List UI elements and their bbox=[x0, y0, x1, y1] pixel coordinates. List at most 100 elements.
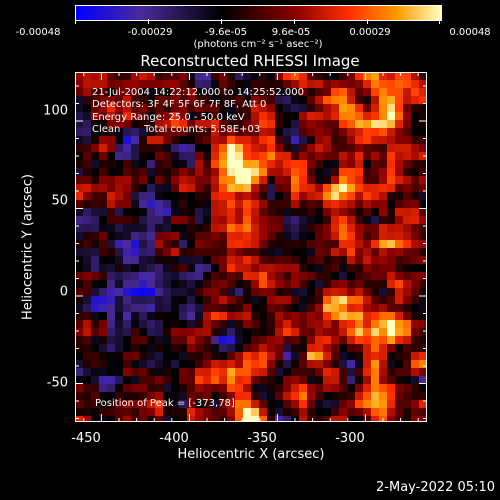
heatmap-cell bbox=[363, 224, 372, 233]
heatmap-cell bbox=[171, 224, 180, 233]
heatmap-cell bbox=[147, 336, 156, 345]
heatmap-cell bbox=[115, 160, 124, 169]
heatmap-cell bbox=[411, 208, 420, 217]
heatmap-cell bbox=[315, 256, 324, 265]
heatmap-cell bbox=[339, 256, 348, 265]
heatmap-cell bbox=[163, 176, 172, 185]
heatmap-cell bbox=[123, 224, 132, 233]
heatmap-cell bbox=[187, 96, 196, 105]
heatmap-cell bbox=[355, 352, 364, 361]
heatmap-cell bbox=[347, 328, 356, 337]
heatmap-cell bbox=[123, 112, 132, 121]
heatmap-cell bbox=[395, 288, 404, 297]
heatmap-cell bbox=[395, 216, 404, 225]
heatmap-cell bbox=[395, 344, 404, 353]
heatmap-cell bbox=[171, 128, 180, 137]
heatmap-cell bbox=[139, 144, 148, 153]
heatmap-cell bbox=[379, 320, 388, 329]
heatmap-cell bbox=[379, 200, 388, 209]
heatmap-cell bbox=[363, 192, 372, 201]
heatmap-cell bbox=[99, 216, 108, 225]
heatmap-cell bbox=[75, 400, 84, 409]
heatmap-cell bbox=[363, 416, 372, 422]
heatmap-cell bbox=[203, 184, 212, 193]
heatmap-cell bbox=[187, 80, 196, 89]
heatmap-cell bbox=[355, 120, 364, 129]
heatmap-cell bbox=[355, 280, 364, 289]
heatmap-cell bbox=[331, 120, 340, 129]
y-tick-label: 100 bbox=[43, 103, 68, 119]
heatmap-cell bbox=[331, 208, 340, 217]
heatmap-cell bbox=[139, 256, 148, 265]
heatmap-cell bbox=[315, 192, 324, 201]
heatmap-cell bbox=[131, 128, 140, 137]
heatmap-cell bbox=[267, 112, 276, 121]
heatmap-cell bbox=[187, 88, 196, 97]
heatmap-cell bbox=[163, 160, 172, 169]
heatmap-cell bbox=[243, 128, 252, 137]
heatmap-cell bbox=[347, 184, 356, 193]
heatmap-cell bbox=[83, 224, 92, 233]
heatmap-cell bbox=[163, 208, 172, 217]
heatmap-cell bbox=[347, 368, 356, 377]
heatmap-cell bbox=[99, 392, 108, 401]
heatmap-cell bbox=[331, 320, 340, 329]
heatmap-cell bbox=[83, 296, 92, 305]
heatmap-cell bbox=[275, 360, 284, 369]
heatmap-cell bbox=[403, 392, 412, 401]
heatmap-cell bbox=[323, 368, 332, 377]
heatmap-cell bbox=[139, 88, 148, 97]
heatmap-cell bbox=[403, 272, 412, 281]
heatmap-layer bbox=[75, 72, 427, 422]
heatmap-cell bbox=[155, 312, 164, 321]
heatmap-cell bbox=[307, 176, 316, 185]
heatmap-cell bbox=[123, 200, 132, 209]
heatmap-cell bbox=[107, 272, 116, 281]
heatmap-cell bbox=[211, 352, 220, 361]
heatmap-cell bbox=[99, 232, 108, 241]
heatmap-cell bbox=[83, 408, 92, 417]
heatmap-cell bbox=[83, 200, 92, 209]
heatmap-cell bbox=[339, 280, 348, 289]
heatmap-cell bbox=[347, 136, 356, 145]
heatmap-cell bbox=[139, 400, 148, 409]
heatmap-cell bbox=[179, 256, 188, 265]
heatmap-cell bbox=[291, 384, 300, 393]
heatmap-cell bbox=[411, 264, 420, 273]
heatmap-cell bbox=[363, 200, 372, 209]
heatmap-cell bbox=[147, 200, 156, 209]
heatmap-cell bbox=[211, 408, 220, 417]
heatmap-cell bbox=[107, 328, 116, 337]
heatmap-cell bbox=[115, 88, 124, 97]
heatmap-cell bbox=[131, 152, 140, 161]
heatmap-cell bbox=[379, 104, 388, 113]
heatmap-cell bbox=[75, 344, 84, 353]
heatmap-cell bbox=[243, 328, 252, 337]
heatmap-cell bbox=[243, 368, 252, 377]
heatmap-cell bbox=[171, 416, 180, 422]
heatmap-cell bbox=[307, 288, 316, 297]
heatmap-cell bbox=[251, 336, 260, 345]
heatmap-cell bbox=[107, 288, 116, 297]
heatmap-cell bbox=[299, 320, 308, 329]
heatmap-cell bbox=[195, 304, 204, 313]
heatmap-cell bbox=[91, 168, 100, 177]
heatmap-cell bbox=[307, 416, 316, 422]
heatmap-cell bbox=[123, 120, 132, 129]
heatmap-cell bbox=[363, 384, 372, 393]
heatmap-cell bbox=[395, 376, 404, 385]
heatmap-cell bbox=[259, 256, 268, 265]
heatmap-cell bbox=[259, 224, 268, 233]
heatmap-cell bbox=[315, 160, 324, 169]
heatmap-cell bbox=[83, 312, 92, 321]
heatmap-cell bbox=[75, 144, 84, 153]
heatmap-cell bbox=[219, 296, 228, 305]
heatmap-cell bbox=[115, 72, 124, 81]
heatmap-cell bbox=[371, 88, 380, 97]
heatmap-cell bbox=[307, 280, 316, 289]
heatmap-cell bbox=[187, 272, 196, 281]
heatmap-cell bbox=[299, 192, 308, 201]
heatmap-cell bbox=[107, 256, 116, 265]
heatmap-cell bbox=[411, 304, 420, 313]
heatmap-cell bbox=[171, 144, 180, 153]
